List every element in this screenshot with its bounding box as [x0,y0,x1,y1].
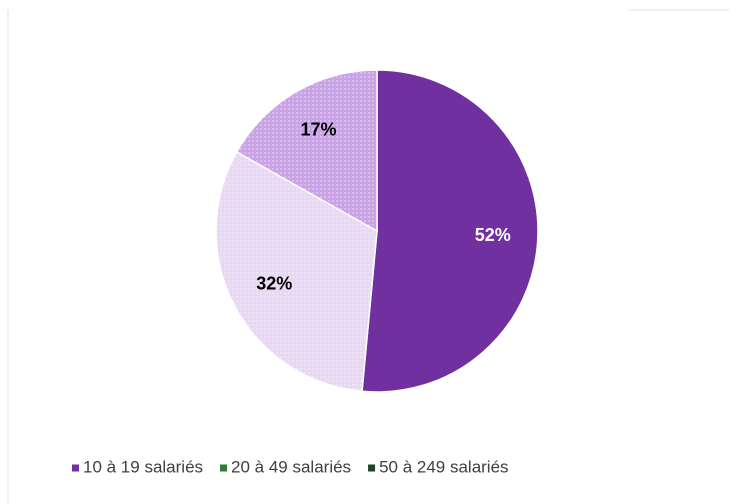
legend-swatch [368,464,376,472]
data-label: 17% [301,120,337,140]
data-label: 52% [475,225,511,245]
legend-swatch [220,464,228,472]
legend-swatch [72,464,79,472]
data-label: 32% [256,273,292,293]
legend-label: 20 à 49 salariés [231,457,351,476]
pie-slice [361,69,539,393]
pie-slice [235,69,378,233]
legend-label: 10 à 19 salariés [83,457,203,476]
pie-slice [215,150,378,393]
legend-label: 50 à 249 salariés [379,457,508,476]
